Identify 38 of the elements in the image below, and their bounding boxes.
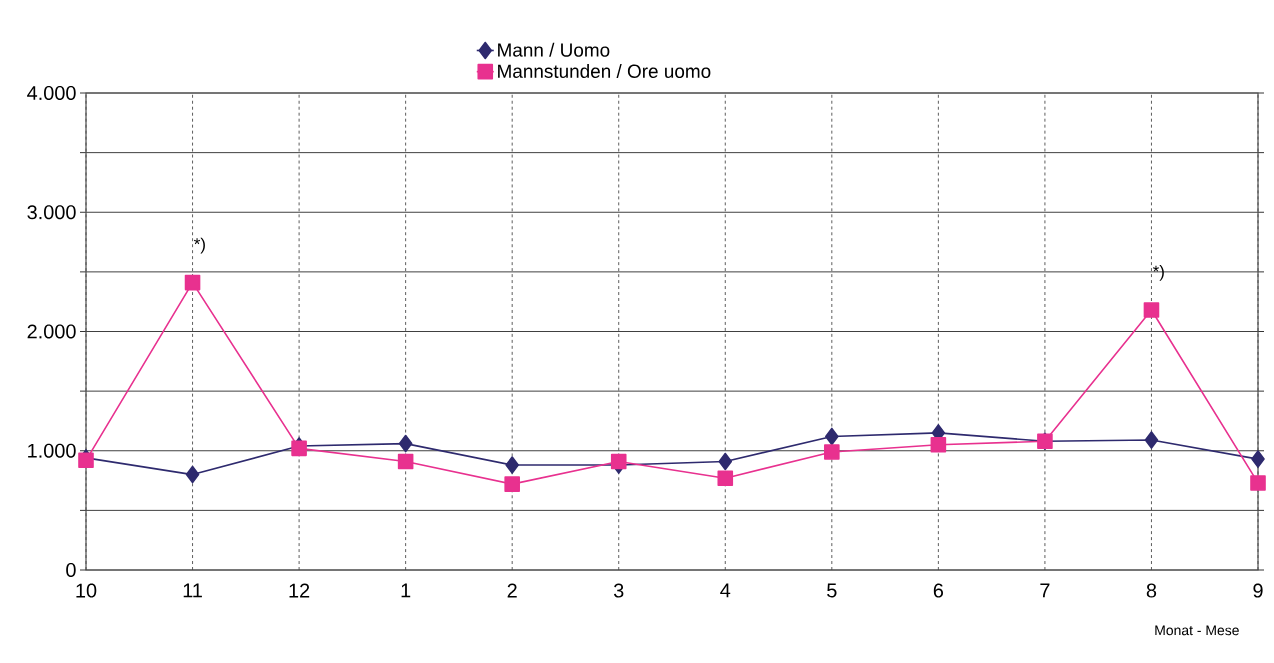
x-tick-label: 7 <box>1040 583 1050 598</box>
point <box>825 427 839 446</box>
x-tick-label: 12 <box>289 583 310 598</box>
point <box>718 452 733 471</box>
legend-label: Mann / Uomo <box>498 42 610 57</box>
y-tick-label: 3.000 <box>27 205 76 220</box>
point <box>397 453 414 470</box>
x-axis-title: Monat - Mese <box>1155 625 1239 636</box>
y-tick-label: 1.000 <box>28 443 76 458</box>
y-tick-label: 4.000 <box>27 85 76 101</box>
point <box>505 456 519 474</box>
y-tick-label: 0 <box>66 562 76 578</box>
point <box>504 476 520 492</box>
point <box>185 465 200 484</box>
x-tick-label: 9 <box>1253 583 1263 598</box>
y-tick-label: 2.000 <box>27 324 76 339</box>
legend-label: Mannstunden / Ore uomo <box>498 64 711 78</box>
point <box>1144 431 1159 449</box>
x-tick-label: 4 <box>720 583 731 598</box>
annotation: *) <box>194 237 205 254</box>
point <box>824 444 840 460</box>
point <box>398 434 413 453</box>
x-tick-label: 6 <box>933 583 944 598</box>
x-tick-label: 10 <box>76 583 97 598</box>
x-tick-label: 1 <box>401 583 411 598</box>
x-tick-label: 5 <box>827 583 837 598</box>
point <box>610 453 627 470</box>
x-tick-label: 3 <box>613 583 624 598</box>
point <box>1251 450 1265 468</box>
point <box>717 470 734 486</box>
x-tick-label: 2 <box>507 583 517 598</box>
point <box>1143 302 1160 318</box>
annotation: *) <box>1152 265 1164 281</box>
point <box>1250 475 1266 491</box>
point <box>184 274 201 291</box>
x-tick-label: 11 <box>183 583 202 598</box>
point <box>930 436 947 453</box>
x-tick-label: 8 <box>1146 583 1157 598</box>
